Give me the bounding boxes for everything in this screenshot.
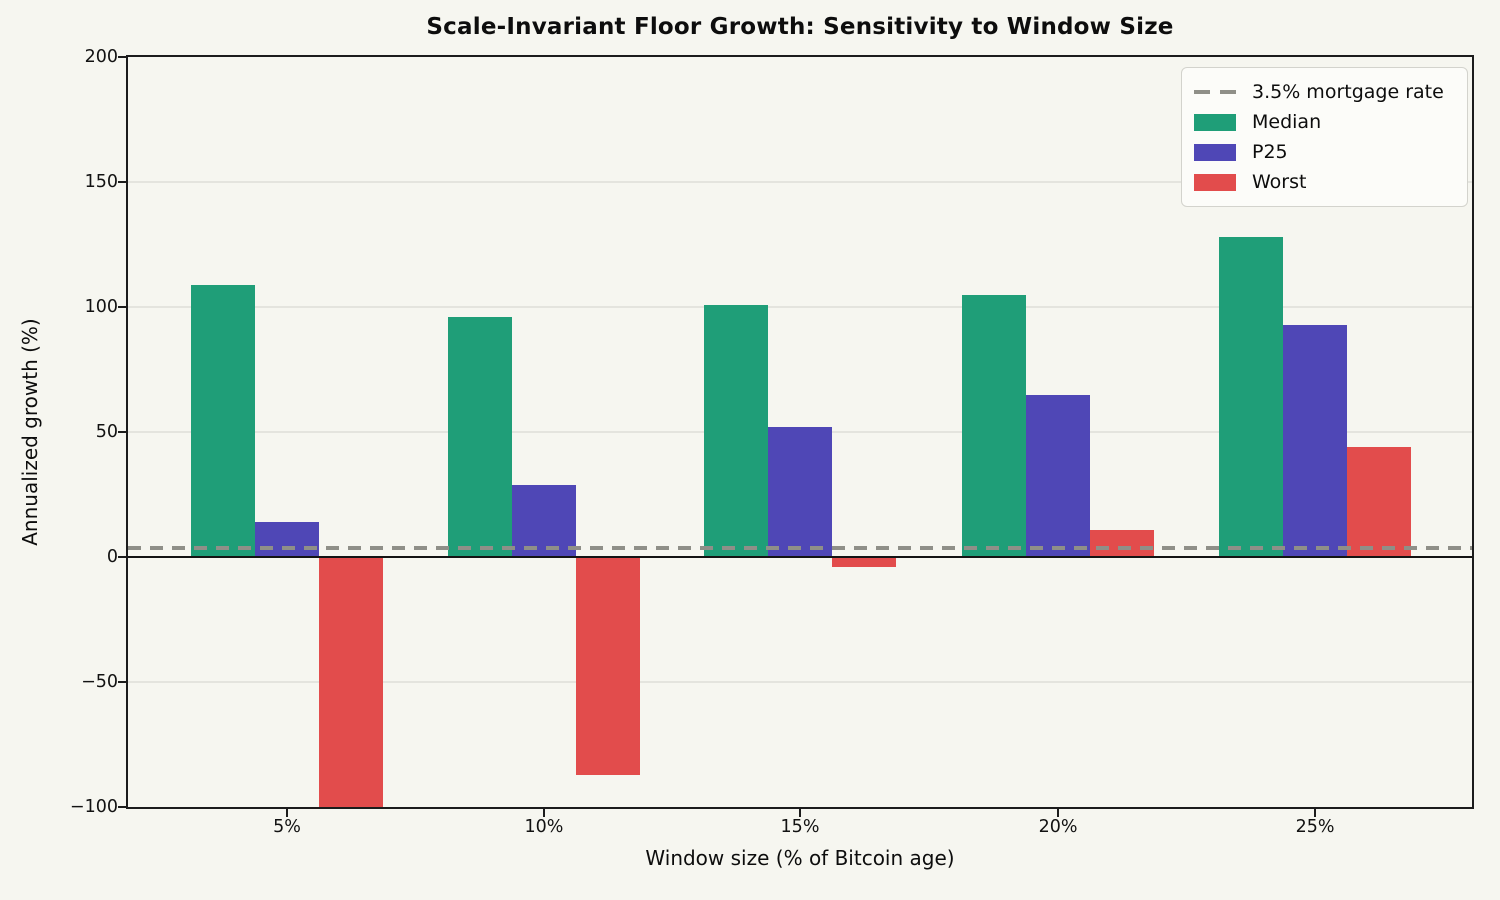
color-swatch-icon: [1194, 143, 1236, 161]
bar-worst-20pct: [1090, 529, 1155, 557]
y-tick-mark: [118, 181, 126, 183]
bar-worst-15pct: [832, 557, 896, 567]
legend-label: Worst: [1252, 171, 1307, 193]
x-tick-label: 25%: [1295, 817, 1335, 837]
bar-median-25pct: [1219, 237, 1284, 557]
legend-item: P25: [1194, 137, 1455, 167]
x-tick-mark: [1057, 809, 1060, 817]
x-tick-mark: [799, 809, 801, 817]
gridline--50: [128, 681, 1472, 683]
x-tick-label: 20%: [1038, 817, 1078, 837]
x-tick-mark: [1314, 809, 1317, 817]
legend-label: Median: [1252, 111, 1322, 133]
y-tick-label: 150: [84, 172, 118, 192]
bar-p25-25pct: [1283, 324, 1348, 557]
bar-median-20pct: [962, 294, 1027, 557]
y-tick-mark: [118, 681, 126, 683]
y-tick-label: 100: [84, 297, 118, 317]
legend-item: 3.5% mortgage rate: [1194, 77, 1455, 107]
bar-p25-20pct: [1026, 394, 1091, 557]
legend-label: P25: [1252, 141, 1288, 163]
zero-axis-line: [128, 555, 1472, 559]
x-tick-mark: [542, 809, 545, 817]
y-tick-label: 0: [106, 547, 118, 567]
bar-median-10pct: [447, 317, 512, 557]
bar-p25-15pct: [768, 427, 832, 557]
bar-p25-10pct: [511, 484, 576, 557]
legend: 3.5% mortgage rate Median P25 Worst: [1181, 67, 1468, 207]
bar-worst-5pct: [318, 557, 383, 807]
y-tick-label: −50: [81, 672, 118, 692]
x-tick-label: 10%: [524, 817, 564, 837]
x-tick-label: 15%: [780, 817, 820, 837]
bar-worst-10pct: [575, 557, 640, 775]
y-tick-mark: [118, 806, 126, 808]
y-tick-mark: [118, 306, 126, 308]
y-tick-mark: [118, 431, 126, 433]
y-axis-label: Annualized growth (%): [18, 318, 42, 546]
legend-item: Worst: [1194, 167, 1455, 197]
x-axis-label: Window size (% of Bitcoin age): [645, 846, 955, 870]
mortgage-rate-reference-line: [128, 546, 1472, 551]
bar-worst-25pct: [1347, 447, 1412, 557]
gridline-100: [128, 306, 1472, 308]
legend-label: 3.5% mortgage rate: [1252, 81, 1444, 103]
bar-median-5pct: [190, 284, 255, 557]
chart-title: Scale-Invariant Floor Growth: Sensitivit…: [426, 14, 1174, 40]
dashed-line-swatch-icon: [1194, 90, 1236, 94]
y-tick-mark: [118, 56, 126, 58]
y-tick-label: 50: [95, 422, 118, 442]
y-tick-label: 200: [84, 47, 118, 67]
x-tick-label: 5%: [273, 817, 301, 837]
bar-p25-5pct: [254, 522, 319, 557]
legend-item: Median: [1194, 107, 1455, 137]
y-tick-label: −100: [69, 797, 118, 817]
y-tick-mark: [118, 556, 126, 558]
color-swatch-icon: [1194, 113, 1236, 131]
color-swatch-icon: [1194, 173, 1236, 191]
gridline-150: [128, 181, 1472, 183]
x-tick-mark: [285, 809, 288, 817]
bar-median-15pct: [704, 304, 768, 557]
